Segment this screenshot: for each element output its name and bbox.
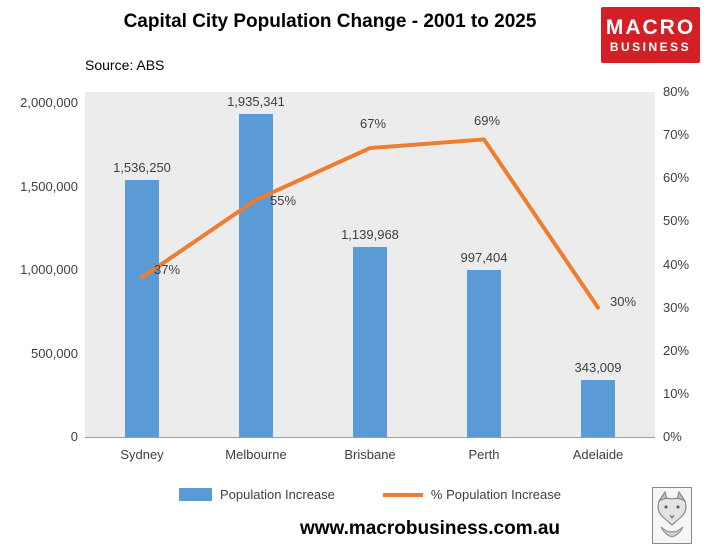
right-axis-tick-label: 80% xyxy=(663,84,690,99)
right-axis-tick-label: 70% xyxy=(663,127,690,143)
logo-text-business: BUSINESS xyxy=(609,39,692,54)
bar-value-label: 997,404 xyxy=(460,250,508,266)
chart-legend: Population Increase % Population Increase xyxy=(85,487,655,502)
line-point-percent-label: 55% xyxy=(270,192,297,208)
legend-line-swatch xyxy=(382,492,423,497)
x-axis-category-label: Melbourne xyxy=(225,447,287,462)
right-axis-tick-label: 30% xyxy=(663,299,690,315)
legend-label: Population Increase xyxy=(219,487,335,502)
legend-item-population-increase: Population Increase xyxy=(178,487,335,502)
right-axis-tick-label: 10% xyxy=(663,385,690,401)
x-axis-category-label: Adelaide xyxy=(572,447,624,462)
chart-title: Capital City Population Change - 2001 to… xyxy=(123,11,537,32)
left-axis-tick-label: 500,000 xyxy=(31,345,78,361)
fox-drawing-icon xyxy=(657,490,687,538)
right-axis-tick-label: 50% xyxy=(663,213,690,229)
left-axis-tick-label: 1,500,000 xyxy=(20,178,78,194)
footer-url: www.macrobusiness.com.au xyxy=(299,518,561,539)
bar-value-label: 1,536,250 xyxy=(113,160,171,176)
x-axis-category-label: Sydney xyxy=(120,447,164,462)
legend-label: % Population Increase xyxy=(430,487,561,502)
right-axis-tick-label: 60% xyxy=(663,170,690,186)
legend-item-percent-population-increase: % Population Increase xyxy=(382,487,561,502)
bar xyxy=(125,180,159,437)
macrobusiness-logo: MACRO BUSINESS xyxy=(601,7,700,63)
bar-value-label: 1,935,341 xyxy=(227,93,285,109)
line-point-percent-label: 37% xyxy=(154,262,181,278)
bar-value-label: 1,139,968 xyxy=(341,226,399,242)
bar xyxy=(467,270,501,437)
legend-bar-swatch xyxy=(178,488,212,501)
right-axis-tick-label: 20% xyxy=(663,342,690,358)
fox-logo xyxy=(652,487,692,544)
x-axis-category-label: Brisbane xyxy=(344,447,396,462)
bar xyxy=(239,113,273,437)
bar xyxy=(581,379,615,437)
left-axis-tick-label: 0 xyxy=(70,429,78,444)
logo-text-macro: MACRO xyxy=(605,15,696,39)
left-axis-tick-label: 1,000,000 xyxy=(20,262,78,277)
right-axis-tick-label: 0% xyxy=(663,429,682,444)
bar xyxy=(353,246,387,437)
source-label: Source: ABS xyxy=(85,57,165,73)
bar-value-label: 343,009 xyxy=(574,359,622,375)
x-axis-category-label: Perth xyxy=(468,447,500,462)
right-axis-tick-label: 40% xyxy=(663,256,690,272)
line-point-percent-label: 30% xyxy=(610,293,637,309)
left-axis-tick-label: 2,000,000 xyxy=(20,95,78,110)
line-point-percent-label: 67% xyxy=(360,116,387,132)
line-point-percent-label: 69% xyxy=(474,113,501,129)
